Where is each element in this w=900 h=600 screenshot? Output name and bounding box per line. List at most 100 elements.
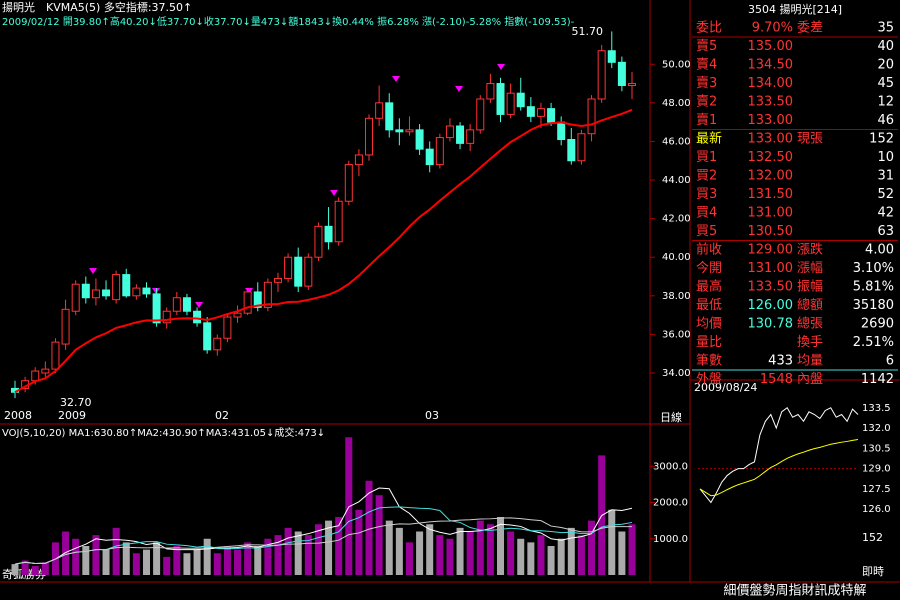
candle-body [294,256,303,287]
quote-label: 買5 [696,224,717,239]
candle-body [223,316,232,339]
volume-bar [244,542,252,575]
volume-bar [335,517,343,575]
quote-value: 135.00 [748,39,794,54]
candle-body [557,121,566,141]
candle-body [395,129,404,133]
period[interactable]: 日線 [660,410,682,424]
volume-bar [203,538,211,575]
candle-body [334,200,343,243]
signal [245,288,253,294]
quote-label: 總額 [797,297,823,313]
volume-bar [325,520,333,575]
quote-value: 126.00 [748,298,794,313]
candle-body [415,129,424,150]
volume-bar [426,524,434,575]
quote-label: 振幅 [797,280,823,295]
x-label: 02 [215,409,229,422]
quote-label: 外盤 [696,372,722,387]
quote-value: 130.78 [748,317,794,332]
quote-label: 最新 [696,131,722,147]
volume-bar [112,527,120,575]
y-tick-label: 34.00 [662,368,691,379]
volume-bar [507,531,515,575]
candle-body [476,98,485,131]
volume-bar [567,527,575,575]
candle-body [253,291,262,308]
volume-bar [82,546,90,575]
intraday-vol-label: 152 [862,531,883,544]
volume-bar [588,520,596,575]
signals [89,64,505,308]
indicator: KVMA5(5) 多空指標:37.50↑ [46,0,192,14]
x-label: 03 [425,409,439,422]
quote-label: 買1 [696,150,717,165]
quote-value: 31 [877,169,894,184]
candle-body [597,50,606,100]
quote-label: 最低 [696,298,722,313]
y-tick-label: 38.00 [662,291,691,302]
quote-value: 10 [877,150,894,165]
quote-label: 買2 [696,169,717,184]
quote-value: 63 [877,224,894,239]
volume-average [14,517,632,565]
volume-bar [122,542,130,575]
menu[interactable]: 細價盤勢周指財訊成特解 [723,584,866,599]
intraday-average [699,438,859,497]
volume-bar [365,480,373,575]
candle-body [304,256,313,287]
quote-label: 賣3 [696,76,717,91]
stock-name: 揚明光 [2,0,35,14]
quote-value: 35180 [853,298,894,313]
candle-body [617,61,626,86]
y-tick-label: 129.0 [862,464,891,475]
now-label: 即時 [862,565,884,578]
quote-value: 134.50 [748,58,794,73]
signal [195,302,203,308]
intraday-date: 2009/08/24 [694,381,757,394]
high-label: 51.70 [572,25,604,38]
quote-label: 均量 [797,354,823,369]
quote-label: 總張 [797,316,823,332]
volume-bar [395,527,403,575]
candle-body [112,274,121,301]
quote-value: 133.50 [748,280,794,295]
y-tick-label: 42.00 [662,214,691,225]
volume-bar [456,527,464,575]
candle-body [435,137,444,166]
y-tick-label: 40.00 [662,252,691,263]
candle-body [81,283,90,299]
volume-bar [436,535,444,575]
quote-label: 賣2 [696,95,717,110]
candle-body [496,83,505,115]
y-tick-label: 44.00 [662,175,691,186]
candle-body [466,129,475,144]
volume-bar [405,542,413,575]
volume-bar [577,535,585,575]
x-label: 2008 [4,409,32,422]
x-label: 2009 [58,409,86,422]
quote-value: 133.50 [748,95,794,110]
quote-value: 132.00 [748,169,794,184]
signal [392,76,400,82]
candle-body [385,102,394,131]
volume-bar [213,553,221,575]
candle-body [577,133,586,162]
candle-body [243,291,252,314]
y-tick-label: 50.00 [662,59,691,70]
quote-value: 3.10% [853,261,894,276]
candle-body [233,312,242,318]
quote-value: 1142 [861,372,894,387]
volume-bar [62,531,70,575]
volume-header: VOJ(5,10,20) MA1:630.80↑MA2:430.90↑MA3:4… [2,426,325,439]
volume-average [14,506,633,565]
signal [89,268,97,274]
moving-average [14,108,633,394]
candle-body [324,225,333,243]
intraday-price [699,407,859,504]
frame [0,0,900,583]
quote-value: 2690 [861,317,894,332]
candle-body [122,274,131,297]
volume-bar [618,531,626,575]
